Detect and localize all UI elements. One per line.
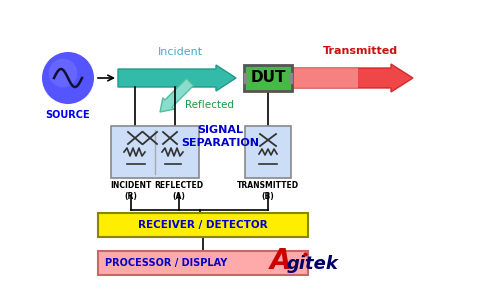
Text: RECEIVER / DETECTOR: RECEIVER / DETECTOR: [138, 220, 268, 230]
Text: A: A: [270, 247, 291, 275]
FancyArrow shape: [118, 65, 236, 91]
Text: PROCESSOR / DISPLAY: PROCESSOR / DISPLAY: [105, 258, 227, 268]
Text: gitek: gitek: [287, 255, 339, 273]
Bar: [244, 73, 247, 83]
Text: SOURCE: SOURCE: [46, 110, 90, 120]
Text: REFLECTED
(A): REFLECTED (A): [154, 181, 204, 201]
Text: DUT: DUT: [250, 70, 286, 86]
Text: Transmitted: Transmitted: [322, 46, 398, 56]
FancyBboxPatch shape: [98, 251, 308, 275]
FancyArrow shape: [293, 68, 358, 88]
Text: SIGNAL
SEPARATION: SIGNAL SEPARATION: [181, 125, 259, 148]
Text: INCIDENT
(R): INCIDENT (R): [110, 181, 152, 201]
FancyBboxPatch shape: [244, 65, 292, 91]
FancyBboxPatch shape: [98, 213, 308, 237]
Circle shape: [48, 59, 78, 87]
FancyArrow shape: [160, 79, 194, 112]
Text: TRANSMITTED
(B): TRANSMITTED (B): [237, 181, 299, 201]
Bar: [289, 73, 292, 83]
Text: Reflected: Reflected: [185, 100, 234, 110]
Circle shape: [42, 52, 94, 104]
FancyBboxPatch shape: [111, 126, 199, 178]
Text: Incident: Incident: [158, 47, 202, 57]
FancyBboxPatch shape: [245, 126, 291, 178]
FancyArrow shape: [293, 64, 413, 92]
